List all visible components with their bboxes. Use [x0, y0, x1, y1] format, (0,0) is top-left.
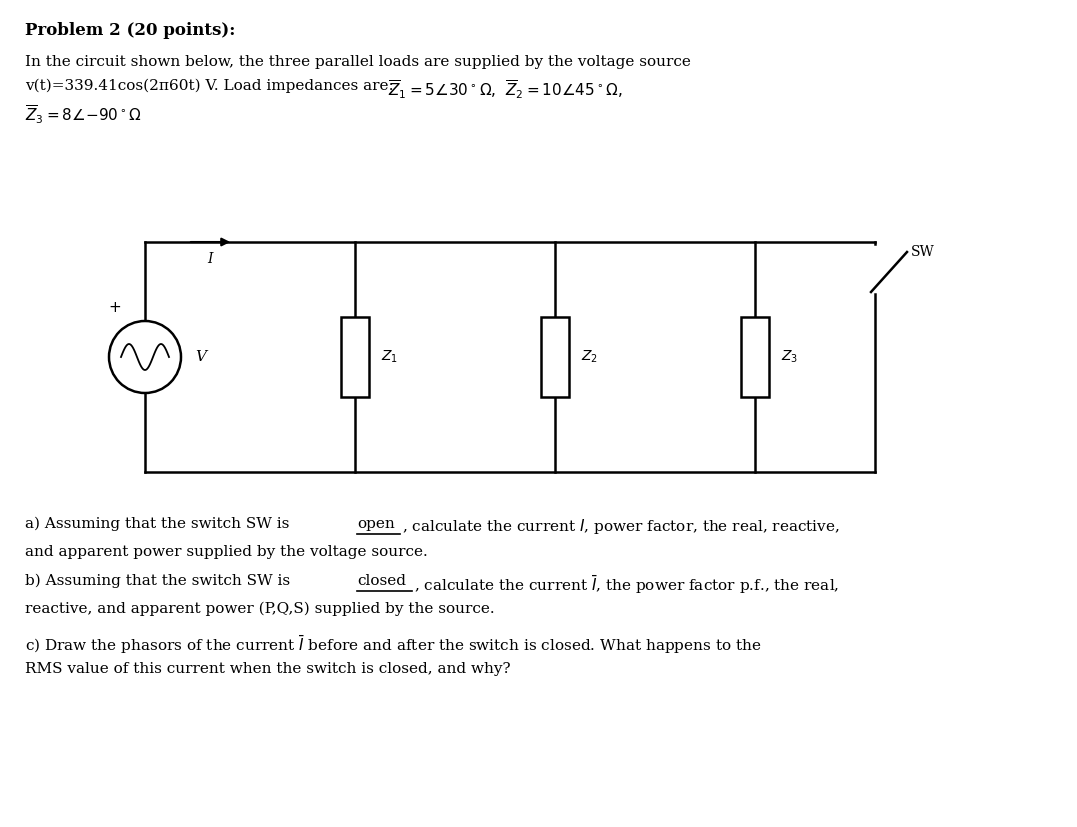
- Bar: [341, 317, 369, 397]
- Bar: [541, 317, 569, 397]
- Text: $Z_2$: $Z_2$: [581, 349, 598, 366]
- Text: $\overline{Z}_1 = 5\angle30^\circ\Omega$,  $\overline{Z}_2 = 10\angle45^\circ\Om: $\overline{Z}_1 = 5\angle30^\circ\Omega$…: [388, 79, 623, 102]
- Text: open: open: [356, 517, 395, 531]
- Text: and apparent power supplied by the voltage source.: and apparent power supplied by the volta…: [25, 545, 428, 559]
- Text: closed: closed: [356, 574, 406, 588]
- Text: V: V: [195, 350, 206, 364]
- Text: In the circuit shown below, the three parallel loads are supplied by the voltage: In the circuit shown below, the three pa…: [25, 55, 690, 69]
- Text: b) Assuming that the switch SW is: b) Assuming that the switch SW is: [25, 574, 295, 588]
- Text: , calculate the current $\bar{I}$, the power factor p.f., the real,: , calculate the current $\bar{I}$, the p…: [414, 574, 839, 596]
- Circle shape: [109, 321, 181, 393]
- Text: I: I: [207, 252, 213, 266]
- Text: , calculate the current $I$, power factor, the real, reactive,: , calculate the current $I$, power facto…: [402, 517, 840, 536]
- Text: $Z_1$: $Z_1$: [381, 349, 398, 366]
- Text: $\overline{Z}_3 = 8\angle{-90^\circ}\Omega$: $\overline{Z}_3 = 8\angle{-90^\circ}\Ome…: [25, 104, 142, 127]
- Text: +: +: [109, 299, 122, 314]
- Text: Problem 2 (20 points):: Problem 2 (20 points):: [25, 22, 236, 39]
- Text: $Z_3$: $Z_3$: [781, 349, 798, 366]
- Text: v(t)=339.41cos(2π60t) V. Load impedances are:: v(t)=339.41cos(2π60t) V. Load impedances…: [25, 79, 404, 93]
- Bar: [741, 317, 769, 397]
- Text: reactive, and apparent power (P,Q,S) supplied by the source.: reactive, and apparent power (P,Q,S) sup…: [25, 602, 494, 616]
- Text: SW: SW: [911, 245, 935, 259]
- Text: a) Assuming that the switch SW is: a) Assuming that the switch SW is: [25, 517, 294, 532]
- Text: c) Draw the phasors of the current $\bar{I}$ before and after the switch is clos: c) Draw the phasors of the current $\bar…: [25, 634, 761, 656]
- Text: RMS value of this current when the switch is closed, and why?: RMS value of this current when the switc…: [25, 662, 510, 676]
